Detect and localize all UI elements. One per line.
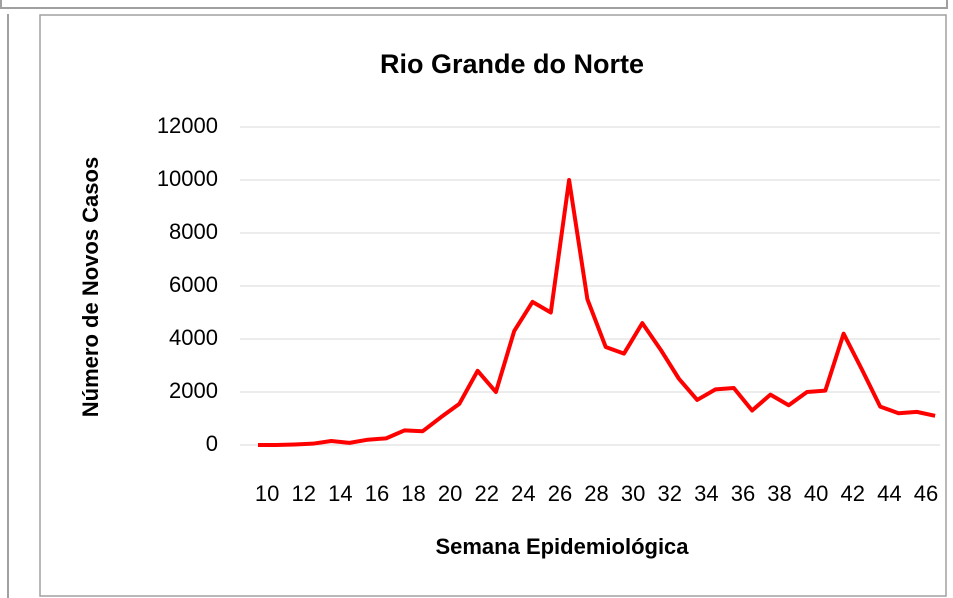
x-tick-label: 32 (658, 481, 682, 506)
x-tick-label: 14 (328, 481, 352, 506)
top-frame (0, 0, 948, 9)
x-tick-label: 28 (584, 481, 608, 506)
y-tick-label: 0 (206, 431, 218, 456)
x-axis-label: Semana Epidemiológica (435, 534, 689, 559)
chart-title: Rio Grande do Norte (380, 49, 644, 79)
x-tick-label: 42 (841, 481, 865, 506)
x-tick-label: 24 (511, 481, 535, 506)
x-tick-label: 46 (914, 481, 938, 506)
data-line (258, 178, 936, 447)
x-tick-label: 44 (877, 481, 901, 506)
x-tick-label: 16 (365, 481, 389, 506)
x-tick-label: 26 (548, 481, 572, 506)
x-tick-label: 10 (255, 481, 279, 506)
x-tick-label: 22 (475, 481, 499, 506)
y-tick-label: 2000 (169, 378, 218, 403)
y-tick-label: 4000 (169, 325, 218, 350)
x-tick-label: 18 (401, 481, 425, 506)
x-tick-label: 40 (804, 481, 828, 506)
y-tick-label: 6000 (169, 272, 218, 297)
x-tick-label: 36 (731, 481, 755, 506)
y-tick-label: 10000 (157, 166, 218, 191)
x-tick-label: 12 (292, 481, 316, 506)
x-tick-label: 38 (767, 481, 791, 506)
x-tick-label: 34 (694, 481, 718, 506)
x-tick-label: 20 (438, 481, 462, 506)
chart-frame (39, 14, 947, 597)
x-tick-label: 30 (621, 481, 645, 506)
y-axis-label: Número de Novos Casos (78, 157, 103, 417)
y-tick-label: 8000 (169, 219, 218, 244)
y-tick-label: 12000 (157, 113, 218, 138)
